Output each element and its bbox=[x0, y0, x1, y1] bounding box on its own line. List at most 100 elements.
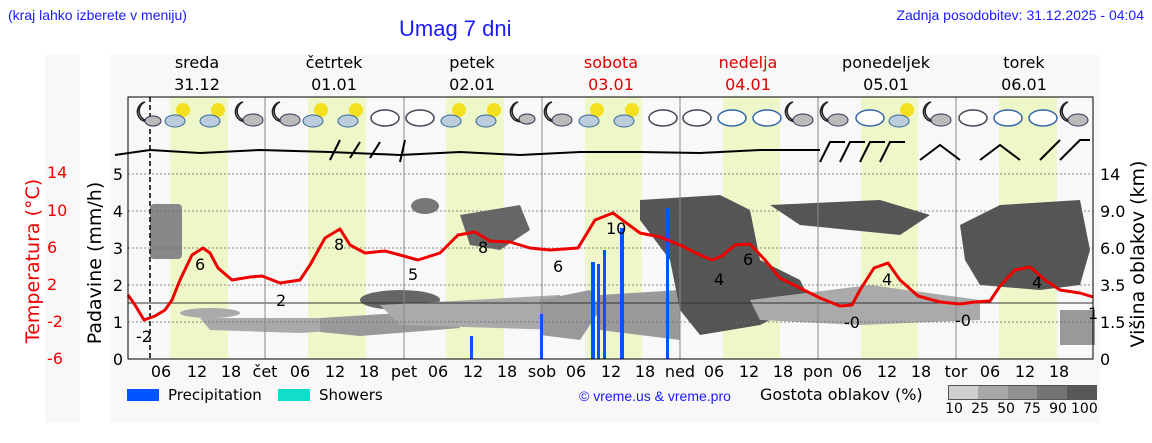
cloud-icon bbox=[993, 109, 1023, 127]
svg-text:ponedeljek: ponedeljek bbox=[842, 53, 931, 72]
svg-text:18: 18 bbox=[911, 362, 931, 381]
svg-text:01.01: 01.01 bbox=[311, 75, 357, 94]
sun-cloud-icon bbox=[337, 103, 363, 128]
cloud-icon bbox=[958, 109, 988, 127]
svg-text:18: 18 bbox=[1049, 362, 1069, 381]
cloud-icon bbox=[1028, 109, 1058, 127]
moon-cloud-rain-icon bbox=[509, 101, 536, 125]
moon-cloud-icon bbox=[784, 101, 814, 127]
precipitation-axis-label: Padavine (mm/h) bbox=[84, 182, 106, 345]
svg-text:04.01: 04.01 bbox=[725, 75, 771, 94]
cloud-rain-icon bbox=[648, 109, 678, 127]
svg-text:03.01: 03.01 bbox=[588, 75, 634, 94]
svg-text:05.01: 05.01 bbox=[863, 75, 909, 94]
svg-text:3.5: 3.5 bbox=[1100, 276, 1125, 295]
temp-tick: 10 bbox=[47, 201, 68, 220]
legend-precipitation: Precipitation bbox=[127, 386, 262, 404]
svg-text:06: 06 bbox=[980, 362, 1000, 381]
cloud-density-labels: 10 25 50 75 90 100 bbox=[945, 401, 1098, 417]
cloud-icon bbox=[405, 109, 435, 127]
temp-tick: 6 bbox=[47, 238, 58, 257]
sun-cloud-rain-icon bbox=[613, 103, 639, 128]
x-axis-ticks: 06 12 18 čet 06 12 18 pet 06 12 18 sob 0… bbox=[151, 362, 1069, 381]
svg-text:18: 18 bbox=[359, 362, 379, 381]
legend-showers-label: Showers bbox=[319, 386, 383, 404]
svg-text:2: 2 bbox=[276, 291, 286, 310]
svg-text:4: 4 bbox=[113, 202, 123, 221]
legend-precipitation-label: Precipitation bbox=[168, 386, 262, 404]
moon-cloud-icon bbox=[234, 101, 264, 127]
svg-text:četrtek: četrtek bbox=[306, 53, 364, 72]
svg-text:tor: tor bbox=[945, 362, 968, 381]
svg-text:06: 06 bbox=[428, 362, 448, 381]
svg-text:sob: sob bbox=[528, 362, 556, 381]
cloud-icon bbox=[717, 109, 747, 127]
temperature-axis-panel bbox=[45, 55, 80, 423]
svg-text:pon: pon bbox=[803, 362, 833, 381]
showers-swatch bbox=[278, 389, 310, 401]
svg-text:18: 18 bbox=[635, 362, 655, 381]
svg-text:pet: pet bbox=[391, 362, 417, 381]
temp-tick: -6 bbox=[47, 349, 63, 368]
svg-text:5: 5 bbox=[408, 265, 418, 284]
moon-cloud-icon bbox=[136, 101, 162, 127]
copyright-link[interactable]: © vreme.us & vreme.pro bbox=[579, 388, 731, 404]
svg-text:čet: čet bbox=[253, 362, 278, 381]
svg-text:-0: -0 bbox=[955, 311, 971, 330]
cloud-icon bbox=[752, 109, 782, 127]
svg-text:18: 18 bbox=[497, 362, 517, 381]
svg-text:10: 10 bbox=[606, 219, 626, 238]
svg-text:02.01: 02.01 bbox=[449, 75, 495, 94]
cloud-density bbox=[150, 195, 1095, 345]
svg-text:06: 06 bbox=[842, 362, 862, 381]
svg-text:2: 2 bbox=[113, 276, 123, 295]
svg-text:06: 06 bbox=[151, 362, 171, 381]
sun-cloud-icon bbox=[302, 103, 328, 128]
svg-text:sobota: sobota bbox=[584, 53, 638, 72]
svg-text:torek: torek bbox=[1003, 53, 1045, 72]
svg-text:4: 4 bbox=[1032, 273, 1042, 292]
svg-text:12: 12 bbox=[325, 362, 345, 381]
sun-cloud-rain-icon bbox=[475, 103, 501, 128]
temperature-line bbox=[126, 211, 1094, 322]
precipitation-swatch bbox=[127, 389, 159, 401]
svg-text:12: 12 bbox=[1015, 362, 1035, 381]
svg-text:06: 06 bbox=[290, 362, 310, 381]
cloud-icon bbox=[682, 109, 712, 127]
svg-text:6.0: 6.0 bbox=[1100, 239, 1125, 258]
page-title: Umag 7 dni bbox=[399, 16, 512, 41]
svg-text:6: 6 bbox=[743, 250, 753, 269]
svg-text:4: 4 bbox=[714, 270, 724, 289]
moon-cloud-icon bbox=[819, 101, 849, 127]
sun-cloud-icon bbox=[888, 103, 914, 128]
svg-text:6: 6 bbox=[553, 257, 563, 276]
cloud-density-title: Gostota oblakov (%) bbox=[760, 385, 923, 404]
sun-cloud-icon bbox=[199, 103, 225, 128]
svg-text:5: 5 bbox=[113, 165, 123, 184]
moon-cloud-icon bbox=[271, 101, 301, 127]
temp-tick: -2 bbox=[47, 312, 63, 331]
svg-text:18: 18 bbox=[773, 362, 793, 381]
svg-text:6: 6 bbox=[195, 255, 205, 274]
svg-text:12: 12 bbox=[463, 362, 483, 381]
svg-text:1.5: 1.5 bbox=[1100, 313, 1125, 332]
svg-text:14: 14 bbox=[1100, 165, 1120, 184]
svg-text:8: 8 bbox=[334, 235, 344, 254]
weather-icons bbox=[136, 101, 1089, 128]
precipitation-bars bbox=[470, 208, 669, 359]
svg-text:31.12: 31.12 bbox=[174, 75, 220, 94]
temp-tick: 14 bbox=[47, 163, 68, 182]
svg-text:12: 12 bbox=[739, 362, 759, 381]
svg-text:0: 0 bbox=[1100, 350, 1110, 369]
svg-text:ned: ned bbox=[665, 362, 695, 381]
moon-cloud-icon bbox=[543, 101, 573, 127]
svg-text:sreda: sreda bbox=[175, 53, 219, 72]
cloud-icon bbox=[855, 109, 885, 127]
precip-ticks: 0 1 2 3 4 5 bbox=[113, 165, 123, 369]
svg-text:06: 06 bbox=[566, 362, 586, 381]
moon-cloud-icon bbox=[922, 101, 952, 127]
svg-text:18: 18 bbox=[221, 362, 241, 381]
svg-text:0: 0 bbox=[113, 350, 123, 369]
cloud-height-ticks: 0 1.5 3.5 6.0 9.0 14 bbox=[1100, 165, 1125, 369]
